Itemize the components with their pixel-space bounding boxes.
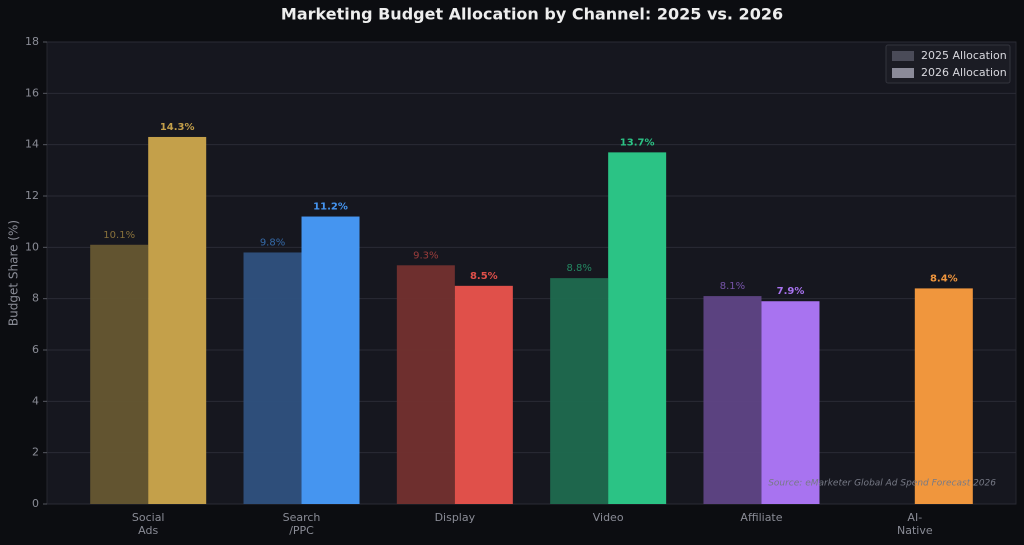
x-tick-label: Video: [593, 511, 624, 524]
source-note: Source: eMarketer Global Ad Spend Foreca…: [768, 479, 996, 489]
bar: [608, 152, 667, 504]
y-tick-label: 4: [32, 394, 39, 407]
y-tick-label: 12: [25, 189, 39, 202]
plot-area: [46, 41, 1017, 505]
x-tick-label: AI-Native: [897, 511, 933, 537]
value-label: 11.2%: [313, 202, 348, 213]
bar: [90, 244, 149, 504]
y-axis-label: Budget Share (%): [7, 220, 21, 326]
bar: [396, 265, 455, 504]
value-label: 8.5%: [470, 271, 498, 282]
y-tick-label: 0: [32, 497, 39, 510]
value-label: 14.3%: [160, 122, 195, 133]
value-label: 9.3%: [413, 250, 438, 261]
y-tick-label: 14: [25, 138, 39, 151]
legend-label: 2026 Allocation: [921, 66, 1007, 79]
value-label: 8.1%: [720, 281, 745, 292]
value-label: 9.8%: [260, 237, 285, 248]
x-tick-label: Display: [435, 511, 476, 524]
value-label: 8.4%: [930, 273, 958, 284]
bar: [301, 216, 360, 505]
bar: [550, 278, 609, 504]
bar: [703, 296, 762, 504]
legend-swatch: [892, 68, 914, 78]
y-tick-label: 16: [25, 86, 39, 99]
bar: [761, 301, 820, 504]
y-tick-label: 18: [25, 35, 39, 48]
bar: [243, 252, 302, 504]
value-label: 13.7%: [620, 137, 655, 148]
bar: [914, 288, 973, 504]
bar: [454, 285, 513, 504]
x-tick-label: Affiliate: [740, 511, 782, 524]
value-label: 10.1%: [103, 230, 135, 241]
value-label: 7.9%: [777, 286, 805, 297]
y-tick-label: 8: [32, 292, 39, 305]
x-tick-label: Social Ads: [132, 511, 165, 537]
legend-box: [885, 44, 1011, 84]
chart-title: Marketing Budget Allocation by Channel: …: [281, 5, 783, 24]
bar: [148, 136, 207, 504]
value-label: 8.8%: [566, 263, 591, 274]
legend-swatch: [892, 51, 914, 61]
y-tick-label: 2: [32, 446, 39, 459]
x-tick-label: Search/PPC: [283, 511, 321, 537]
y-tick-label: 6: [32, 343, 39, 356]
legend-label: 2025 Allocation: [921, 49, 1007, 62]
y-tick-label: 10: [25, 240, 39, 253]
